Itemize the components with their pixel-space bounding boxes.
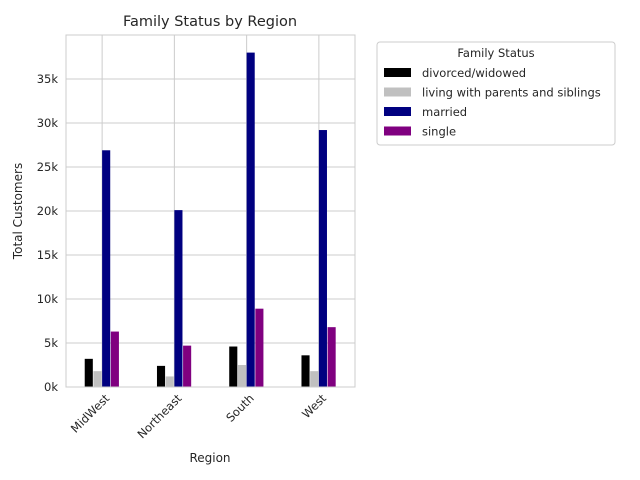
legend-entry: divorced/widowed: [422, 66, 526, 80]
y-tick-label: 15k: [37, 248, 59, 262]
bar: [93, 371, 102, 387]
x-tick-label: West: [299, 391, 329, 421]
bar: [237, 365, 247, 387]
legend-box: [376, 41, 616, 146]
legend-entry: living with parents and siblings: [422, 86, 601, 100]
bar: [310, 371, 319, 387]
bar: [318, 130, 327, 388]
legend-swatch: [384, 107, 411, 116]
y-tick-label: 0k: [44, 380, 58, 394]
bar: [102, 150, 111, 387]
bar: [327, 327, 336, 387]
legend: Family Status divorced/widowed living wit…: [376, 41, 616, 146]
plot-frame: [65, 34, 356, 388]
bars: [84, 52, 336, 388]
x-tick-label: South: [223, 391, 257, 425]
legend-swatch: [384, 68, 411, 77]
bar: [156, 365, 166, 387]
y-tick-label: 35k: [37, 72, 59, 86]
bar: [110, 331, 119, 387]
bar: [165, 376, 174, 387]
bar: [174, 210, 183, 387]
legend-swatch: [384, 87, 411, 97]
y-tick-label: 20k: [37, 204, 59, 218]
x-tick-label: Northeast: [134, 391, 184, 441]
bar: [255, 308, 264, 387]
bar: [246, 52, 255, 387]
legend-entry: married: [422, 105, 467, 119]
x-tick-label: MidWest: [68, 391, 113, 436]
chart-title: Family Status by Region: [123, 14, 297, 30]
y-tick-label: 5k: [44, 336, 58, 350]
y-ticks: 0k 5k 10k 15k 20k 25k 30k 35k: [37, 72, 59, 394]
bar: [84, 358, 93, 387]
y-axis-label: Total Customers: [11, 163, 25, 260]
bar: [301, 355, 310, 387]
y-tick-label: 30k: [37, 116, 59, 130]
y-tick-label: 25k: [37, 160, 59, 174]
legend-swatch: [384, 126, 411, 136]
x-axis-label: Region: [189, 451, 230, 465]
y-tick-label: 10k: [37, 292, 59, 306]
x-ticks: MidWest Northeast South West: [68, 391, 329, 441]
bar: [183, 345, 192, 387]
legend-entry: single: [422, 125, 456, 139]
legend-title: Family Status: [457, 46, 534, 60]
bar: [229, 346, 238, 387]
